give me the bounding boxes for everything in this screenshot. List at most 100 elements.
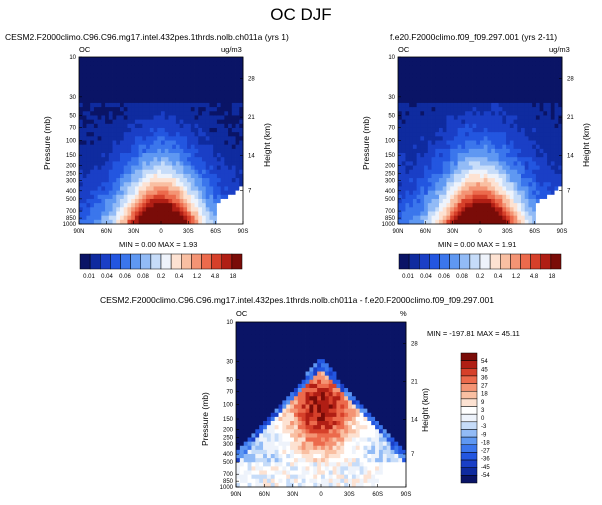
field-cell: [190, 169, 195, 175]
field-cell: [149, 157, 154, 162]
field-cell: [179, 194, 184, 200]
field-cell: [164, 144, 169, 150]
field-cell: [340, 458, 345, 463]
field-cell: [293, 359, 299, 364]
field-cell: [194, 123, 199, 129]
field-cell: [412, 186, 418, 191]
field-cell: [442, 219, 447, 225]
field-cell: [138, 90, 143, 95]
field-cell: [344, 342, 349, 348]
field-cell: [502, 102, 507, 108]
field-cell: [351, 437, 357, 443]
field-cell: [142, 57, 147, 62]
field-cell: [550, 211, 555, 217]
field-cell: [105, 157, 110, 162]
field-cell: [131, 132, 136, 137]
field-cell: [255, 330, 260, 335]
field-cell: [179, 77, 184, 83]
field-cell: [205, 169, 210, 175]
field-cell: [205, 190, 210, 196]
field-cell: [243, 379, 248, 385]
field-cell: [427, 144, 432, 150]
field-cell: [282, 421, 287, 426]
field-cell: [82, 215, 87, 221]
field-cell: [472, 165, 477, 171]
field-cell: [446, 82, 451, 87]
x-tick-label: 30N: [128, 229, 139, 235]
field-cell: [224, 61, 229, 66]
field-cell: [502, 82, 507, 87]
field-cell: [355, 379, 361, 385]
field-cell: [179, 69, 184, 75]
field-cell: [309, 466, 314, 471]
field-cell: [309, 371, 314, 377]
field-cell: [453, 61, 459, 66]
field-cell: [205, 94, 210, 100]
field-cell: [328, 388, 333, 393]
field-cell: [446, 65, 451, 70]
field-cell: [255, 478, 260, 484]
field-cell: [498, 140, 503, 146]
field-cell: [309, 458, 314, 463]
field-cell: [509, 165, 514, 171]
field-cell: [465, 157, 470, 162]
field-cell: [324, 375, 330, 381]
field-cell: [435, 132, 440, 137]
field-cell: [179, 153, 184, 158]
field-cell: [164, 86, 169, 91]
field-cell: [351, 482, 357, 488]
field-cell: [348, 408, 353, 414]
field-cell: [112, 140, 117, 146]
field-cell: [157, 107, 162, 112]
field-cell: [224, 127, 229, 133]
field-cell: [266, 392, 272, 397]
field-cell: [461, 153, 466, 158]
field-cell: [528, 169, 533, 175]
field-cell: [351, 383, 357, 389]
field-cell: [282, 355, 287, 360]
field-cell: [179, 178, 184, 183]
field-cell: [550, 136, 555, 141]
field-cell: [472, 219, 477, 225]
field-cell: [461, 107, 466, 112]
field-cell: [146, 136, 151, 141]
field-cell: [461, 203, 466, 208]
field-cell: [468, 90, 473, 95]
field-cell: [293, 437, 299, 443]
field-cell: [442, 173, 447, 179]
field-cell: [101, 77, 106, 83]
field-cell: [424, 77, 429, 83]
field-cell: [251, 330, 256, 335]
field-cell: [247, 334, 252, 339]
field-cell: [427, 190, 432, 196]
field-cell: [116, 148, 121, 154]
field-cell: [266, 326, 272, 331]
field-cell: [142, 169, 147, 175]
field-cell: [120, 98, 125, 104]
field-cell: [424, 178, 429, 183]
field-cell: [131, 123, 136, 129]
y-tick-label: 150: [66, 153, 77, 159]
field-cell: [274, 404, 279, 410]
field-cell: [116, 73, 121, 79]
field-cell: [164, 57, 169, 62]
field-cell: [547, 86, 552, 91]
field-cell: [439, 182, 444, 187]
field-cell: [543, 73, 548, 79]
field-cell: [336, 421, 341, 426]
field-cell: [236, 396, 241, 401]
field-cell: [270, 375, 276, 381]
field-cell: [220, 190, 225, 196]
field-cell: [79, 102, 84, 108]
field-cell: [187, 57, 192, 62]
field-cell: [235, 169, 240, 175]
field-cell: [401, 73, 406, 79]
field-cell: [168, 132, 173, 137]
field-cell: [243, 363, 248, 368]
field-cell: [282, 433, 287, 438]
field-cell: [239, 161, 244, 166]
field-cell: [266, 322, 272, 327]
field-cell: [412, 165, 418, 171]
field-cell: [332, 441, 337, 447]
field-cell: [290, 346, 295, 352]
